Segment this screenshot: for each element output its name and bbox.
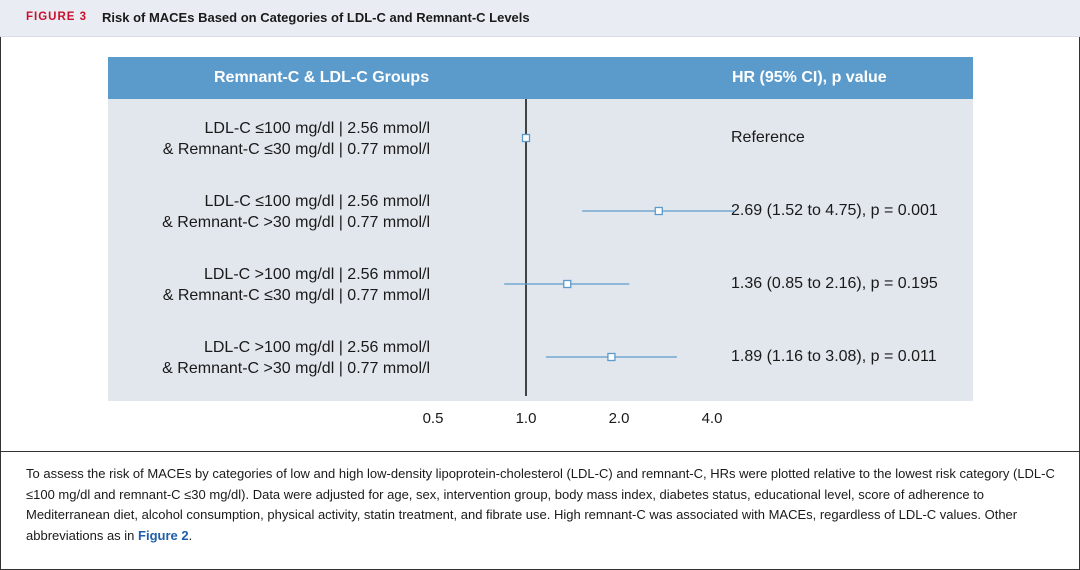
row-4-label-line2: & Remnant-C >30 mg/dl | 0.77 mmol/l [162, 360, 430, 377]
hr-marker-row-2 [654, 206, 663, 216]
row-3-label-line1: LDL-C >100 mg/dl | 2.56 mmol/l [203, 266, 430, 283]
row-2-label: LDL-C ≤100 mg/dl | 2.56 mmol/l & Remnant… [110, 191, 430, 233]
hr-column-header: HR (95% CI), p value [732, 69, 887, 86]
tick-label-1-0: 1.0 [516, 410, 537, 427]
row-3-label: LDL-C >100 mg/dl | 2.56 mmol/l & Remnant… [110, 264, 430, 306]
figure-title: Risk of MACEs Based on Categories of LDL… [102, 10, 530, 25]
hr-marker-row-4 [607, 352, 616, 362]
figure-label: FIGURE 3 [26, 11, 88, 23]
row-4-result: 1.89 (1.16 to 3.08), p = 0.011 [731, 348, 937, 365]
row-1-result: Reference [731, 129, 805, 146]
row-1-label-line2: & Remnant-C ≤30 mg/dl | 0.77 mmol/l [162, 141, 430, 158]
row-2-result: 2.69 (1.52 to 4.75), p = 0.001 [731, 202, 938, 219]
hr-marker-row-1 [521, 133, 531, 143]
caption-text: To assess the risk of MACEs by categorie… [26, 466, 1055, 543]
forest-plot: 0.5 1.0 2.0 4.0 [423, 99, 736, 427]
caption-divider [0, 451, 1080, 452]
tick-label-0-5: 0.5 [423, 410, 444, 427]
caption-end: . [188, 527, 193, 543]
row-2-label-line1: LDL-C ≤100 mg/dl | 2.56 mmol/l [204, 193, 430, 210]
row-1-label: LDL-C ≤100 mg/dl | 2.56 mmol/l & Remnant… [110, 118, 430, 160]
hr-marker-row-3 [563, 279, 572, 289]
table-body [108, 99, 973, 401]
table-header [108, 57, 973, 99]
tick-label-4-0: 4.0 [702, 410, 723, 427]
figure-caption: To assess the risk of MACEs by categorie… [26, 464, 1056, 546]
row-4-label: LDL-C >100 mg/dl | 2.56 mmol/l & Remnant… [110, 337, 430, 379]
row-3-label-line2: & Remnant-C ≤30 mg/dl | 0.77 mmol/l [162, 287, 430, 304]
row-4-label-line1: LDL-C >100 mg/dl | 2.56 mmol/l [203, 339, 430, 356]
tick-label-2-0: 2.0 [609, 410, 630, 427]
row-1-label-line1: LDL-C ≤100 mg/dl | 2.56 mmol/l [204, 120, 430, 137]
row-3-result: 1.36 (0.85 to 2.16), p = 0.195 [731, 275, 938, 292]
caption-figure-link[interactable]: Figure 2 [138, 527, 189, 543]
row-2-label-line2: & Remnant-C >30 mg/dl | 0.77 mmol/l [162, 214, 430, 231]
figure-header [0, 0, 1080, 37]
groups-column-header: Remnant-C & LDL-C Groups [214, 69, 430, 86]
